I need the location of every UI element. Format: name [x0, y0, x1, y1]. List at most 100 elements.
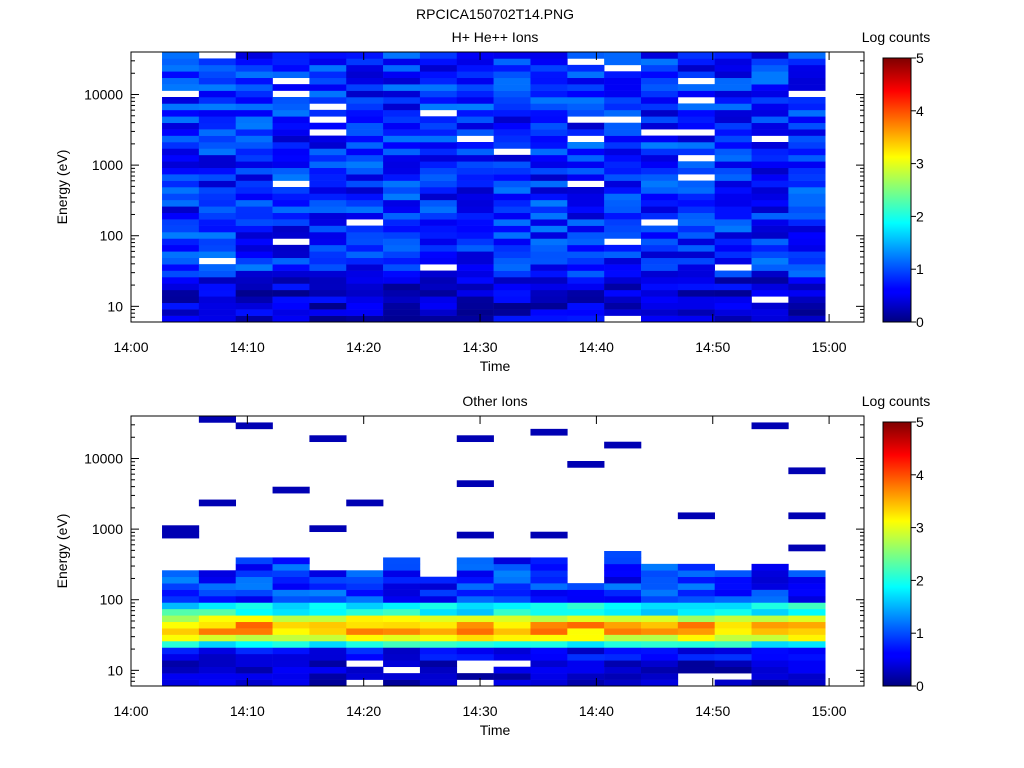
heatmap-cell: [788, 109, 826, 117]
heatmap-cell: [493, 621, 531, 629]
heatmap-cell: [272, 283, 310, 291]
heatmap-cell: [309, 180, 347, 188]
heatmap-cell: [235, 71, 273, 79]
heatmap-cell: [198, 634, 237, 642]
heatmap-cell: [567, 219, 605, 226]
heatmap-cell: [604, 212, 642, 220]
heatmap-cell: [383, 270, 421, 278]
heatmap-cell: [198, 232, 237, 239]
heatmap-cell: [493, 97, 531, 104]
heatmap-cell: [567, 103, 605, 111]
heatmap-cell: [419, 653, 458, 661]
heatmap-cell: [346, 71, 384, 79]
y-tick-label: 10: [107, 662, 123, 678]
heatmap-cell: [751, 109, 789, 117]
heatmap-cell: [714, 97, 752, 104]
heatmap-cell: [788, 212, 826, 220]
heatmap-cell: [530, 199, 568, 207]
heatmap-cell: [162, 64, 200, 72]
heatmap-cell: [272, 576, 310, 584]
heatmap-cell: [383, 122, 421, 130]
heatmap-cell: [788, 232, 826, 239]
heatmap-cell: [714, 238, 752, 246]
heatmap-cell: [383, 238, 421, 246]
heatmap-cell: [641, 180, 679, 188]
heatmap-cell: [530, 180, 568, 188]
heatmap-cell: [677, 142, 715, 149]
heatmap-cell: [162, 77, 200, 85]
x-tick-label: 14:50: [695, 703, 730, 719]
axis-ticks: 14:00 14:10 14:20 14:30 14:40 14:50 15:00 10 100…: [84, 51, 864, 355]
heatmap-cell: [567, 277, 605, 284]
heatmap-cell: [383, 289, 421, 297]
heatmap-cell: [309, 71, 347, 79]
heatmap-cell: [751, 97, 789, 104]
x-tick-label: 14:10: [230, 339, 265, 355]
heatmap-cell: [714, 660, 752, 668]
heatmap-cell: [419, 58, 458, 66]
heatmap-cell: [456, 206, 494, 214]
heatmap-cell: [493, 109, 531, 117]
heatmap-cell: [419, 142, 458, 149]
heatmap-cell: [162, 602, 200, 610]
heatmap-cell: [162, 212, 200, 220]
heatmap-cell: [272, 641, 310, 648]
heatmap-cell: [162, 596, 200, 603]
heatmap-cell: [493, 84, 531, 91]
heatmap-cell: [493, 77, 531, 85]
heatmap-cell: [677, 219, 715, 226]
heatmap-cell: [530, 583, 568, 590]
heatmap-cell: [714, 64, 752, 72]
heatmap-cell: [309, 193, 347, 201]
heatmap-cell: [162, 142, 200, 149]
heatmap-cell: [788, 257, 826, 265]
heatmap-cell: [604, 608, 642, 616]
heatmap-cell: [383, 257, 421, 265]
heatmap-cell: [604, 251, 642, 259]
heatmap-cell: [272, 628, 310, 635]
heatmap-cell: [530, 122, 568, 130]
heatmap-cell: [530, 71, 568, 79]
heatmap-cell: [235, 212, 273, 220]
heatmap-cell: [714, 679, 752, 687]
heatmap-cell: [235, 283, 273, 291]
heatmap-cell: [162, 257, 200, 265]
heatmap-cell: [493, 58, 531, 66]
heatmap-cell: [235, 302, 273, 310]
heatmap-cell: [641, 77, 679, 85]
heatmap-cell: [530, 563, 568, 571]
heatmap-cell: [162, 180, 200, 188]
heatmap-cell: [493, 608, 531, 616]
heatmap-cell: [456, 302, 494, 310]
heatmap-cell: [751, 422, 789, 430]
heatmap-cell: [456, 309, 494, 316]
heatmap-cell: [235, 109, 273, 117]
heatmap-cell: [419, 296, 458, 304]
heatmap-cell: [677, 109, 715, 117]
heatmap-cell: [419, 602, 458, 610]
heatmap-cell: [272, 84, 310, 91]
heatmap-cell: [198, 596, 237, 603]
heatmap-cell: [419, 270, 458, 278]
heatmap-cell: [677, 576, 715, 584]
heatmap-cell: [751, 142, 789, 149]
heatmap-cell: [751, 315, 789, 323]
heatmap-cell: [641, 154, 679, 162]
heatmap-cell: [641, 296, 679, 304]
heatmap-cell: [677, 244, 715, 252]
heatmap-cell: [198, 309, 237, 316]
heatmap-cell: [235, 257, 273, 265]
heatmap-cell: [162, 628, 200, 635]
heatmap-cell: [530, 244, 568, 252]
heatmap-cell: [419, 634, 458, 642]
heatmap-cell: [198, 679, 237, 687]
heatmap-cell: [604, 283, 642, 291]
heatmap-cell: [272, 64, 310, 72]
heatmap-cell: [493, 174, 531, 181]
heatmap-cell: [162, 219, 200, 226]
heatmap-cell: [530, 232, 568, 239]
heatmap-cell: [456, 634, 494, 642]
heatmap-cell: [456, 641, 494, 648]
heatmap-cell: [641, 264, 679, 271]
heatmap-cell: [567, 589, 605, 597]
